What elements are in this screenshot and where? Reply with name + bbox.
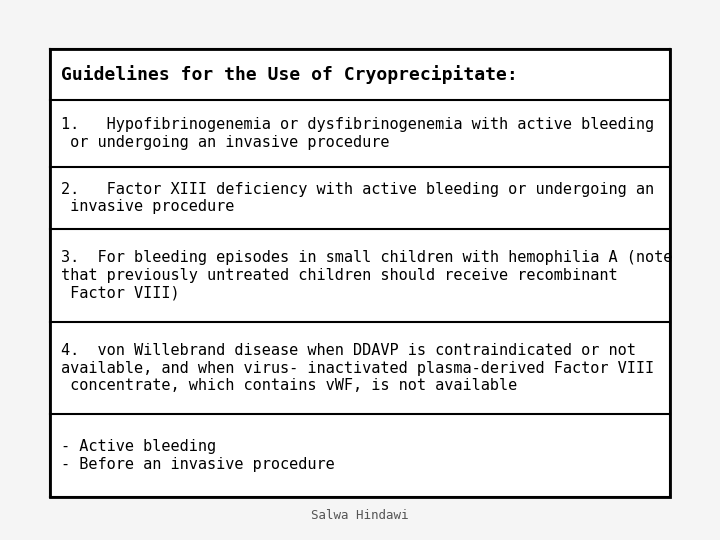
Text: Salwa Hindawi: Salwa Hindawi — [311, 509, 409, 522]
Bar — [50, 49, 670, 497]
Text: - Active bleeding
- Before an invasive procedure: - Active bleeding - Before an invasive p… — [61, 440, 335, 472]
Text: 4.  von Willebrand disease when DDAVP is contraindicated or not
available, and w: 4. von Willebrand disease when DDAVP is … — [61, 343, 654, 393]
Text: 2.   Factor XIII deficiency with active bleeding or undergoing an
 invasive proc: 2. Factor XIII deficiency with active bl… — [61, 182, 654, 214]
Text: Guidelines for the Use of Cryoprecipitate:: Guidelines for the Use of Cryoprecipitat… — [61, 65, 518, 84]
Text: 3.  For bleeding episodes in small children with hemophilia A (note
that previou: 3. For bleeding episodes in small childr… — [61, 251, 672, 300]
Text: 1.   Hypofibrinogenemia or dysfibrinogenemia with active bleeding
 or undergoing: 1. Hypofibrinogenemia or dysfibrinogenem… — [61, 117, 654, 150]
